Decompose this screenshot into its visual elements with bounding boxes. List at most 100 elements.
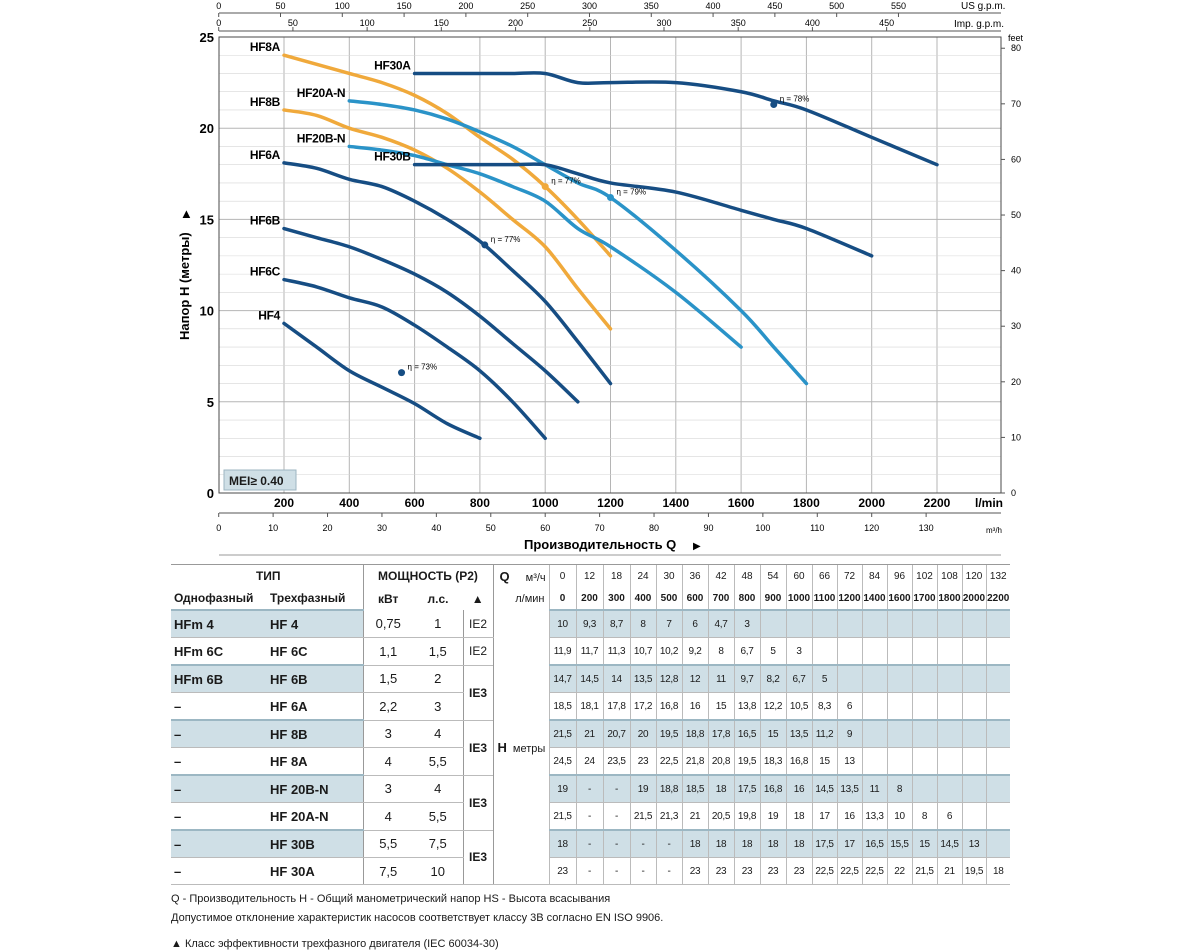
- feet-tick-label: 50: [1011, 210, 1021, 220]
- q-m3h-value: 66: [811, 564, 837, 587]
- head-value: 14,5: [811, 774, 837, 803]
- x-tick-label: 600: [405, 496, 425, 510]
- head-value: [936, 637, 962, 666]
- head-value: 16,8: [655, 692, 682, 721]
- head-value: 18: [759, 829, 786, 858]
- us-gpm-tick-label: 200: [458, 1, 473, 11]
- m3h-tick-label: 130: [919, 523, 934, 533]
- head-value: 16,8: [759, 774, 786, 803]
- head-value: 21,5: [629, 802, 656, 831]
- m3h-tick-label: 10: [268, 523, 278, 533]
- head-value: 3: [785, 637, 812, 666]
- q-lmin-value: 300: [602, 587, 630, 610]
- head-value: 18: [707, 774, 734, 803]
- x-tick-label: 1200: [597, 496, 624, 510]
- q-lmin-value: 1600: [886, 587, 912, 610]
- x-tick-label: 200: [274, 496, 294, 510]
- head-value: 11,7: [575, 637, 603, 666]
- head-value: 21,5: [911, 857, 937, 885]
- q-lmin-value: 800: [733, 587, 760, 610]
- head-value: [886, 692, 912, 721]
- head-value: 13,3: [861, 802, 887, 831]
- chart-series: [282, 53, 939, 441]
- x-tick-label: 2000: [858, 496, 885, 510]
- curve-hf30b: [412, 162, 874, 258]
- head-value: [861, 637, 887, 666]
- head-value: [886, 637, 912, 666]
- single-phase-model: HFm 6C: [171, 637, 267, 666]
- q-m3h-value: 108: [936, 564, 962, 587]
- head-value: 12,2: [759, 692, 786, 721]
- head-value: [911, 774, 937, 803]
- curve-hf6a: [282, 161, 613, 386]
- head-value: [961, 719, 986, 748]
- head-value: 18: [785, 829, 812, 858]
- eta-label-hf4: η = 73%: [408, 363, 438, 372]
- head-value: [961, 609, 986, 638]
- power-kw: 0,75: [362, 610, 413, 638]
- head-value: [936, 747, 962, 776]
- head-value: [886, 609, 912, 638]
- m3h-tick-label: 20: [323, 523, 333, 533]
- head-value: [961, 692, 986, 721]
- m3h-tick-label: 50: [486, 523, 496, 533]
- ie-class: IE3: [462, 665, 494, 721]
- head-value: 19,5: [733, 747, 760, 776]
- head-value: 10,2: [655, 637, 682, 666]
- head-value: 16,8: [785, 747, 812, 776]
- q-m3h-value: 12: [575, 564, 603, 587]
- head-value: 23,5: [602, 747, 630, 776]
- head-value: 20: [629, 719, 656, 748]
- y-tick-label: 15: [200, 212, 214, 227]
- header-lmin: л/мин: [492, 587, 549, 610]
- q-m3h-value: 36: [681, 564, 708, 587]
- head-value: 19,5: [655, 719, 682, 748]
- m3h-tick-label: 100: [755, 523, 770, 533]
- curve-label-hf6c: HF6C: [250, 265, 281, 279]
- head-value: 21: [936, 857, 962, 885]
- head-value: 24: [575, 747, 603, 776]
- head-value: 10: [548, 609, 576, 638]
- single-phase-model: –: [171, 692, 267, 721]
- head-value: 23: [707, 857, 734, 885]
- us-gpm-tick-label: 400: [706, 1, 721, 11]
- single-phase-model: –: [171, 719, 267, 748]
- h-letter: H: [497, 739, 507, 755]
- x-unit-label: l/min: [975, 496, 1003, 510]
- head-value: -: [602, 802, 630, 831]
- head-value: [936, 609, 962, 638]
- head-value: [936, 719, 962, 748]
- head-value: 14,5: [575, 664, 603, 693]
- head-value: 18,8: [655, 774, 682, 803]
- head-value: 18: [548, 829, 576, 858]
- q-lmin-value: 700: [707, 587, 734, 610]
- m3h-unit-label: m³/h: [986, 526, 1002, 535]
- head-value: 6: [936, 802, 962, 831]
- head-value: 22,5: [836, 857, 862, 885]
- power-hp: 1: [413, 610, 463, 638]
- curve-hf30a: [412, 71, 939, 167]
- head-value: [886, 664, 912, 693]
- head-value: 23: [733, 857, 760, 885]
- imp-gpm-tick-label: 400: [805, 18, 820, 28]
- head-value: [961, 637, 986, 666]
- curve-label-hf4: HF4: [258, 308, 280, 322]
- head-value: -: [629, 857, 656, 885]
- table-row: – HF 8B 3 4 IE3 21,5 21 20,7 20 19,5 18,8 17,8 16,5 1…: [171, 719, 1010, 776]
- q-lmin-value: 1200: [836, 587, 862, 610]
- power-kw: 2,2: [362, 692, 413, 721]
- q-lmin-value: 2000: [961, 587, 986, 610]
- head-value: [886, 747, 912, 776]
- head-value: 16,5: [733, 719, 760, 748]
- ie-class: IE3: [462, 775, 494, 831]
- x-axis-label: Производительность Q: [524, 537, 676, 552]
- head-value: 14: [602, 664, 630, 693]
- head-value: 16,5: [861, 829, 887, 858]
- ie-class: IE2: [462, 637, 494, 666]
- head-value: 20,5: [707, 802, 734, 831]
- curve-label-hf6b: HF6B: [250, 214, 281, 228]
- head-value: [861, 664, 887, 693]
- head-value: -: [602, 829, 630, 858]
